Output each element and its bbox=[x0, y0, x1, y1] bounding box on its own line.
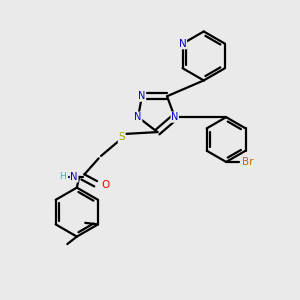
Text: S: S bbox=[118, 133, 125, 142]
Text: Br: Br bbox=[242, 157, 254, 167]
Text: H: H bbox=[59, 172, 66, 182]
Text: N: N bbox=[134, 112, 142, 122]
Text: O: O bbox=[102, 180, 110, 190]
Text: N: N bbox=[179, 39, 186, 49]
Text: N: N bbox=[138, 91, 146, 101]
Text: N: N bbox=[70, 172, 78, 182]
Text: N: N bbox=[171, 112, 178, 122]
